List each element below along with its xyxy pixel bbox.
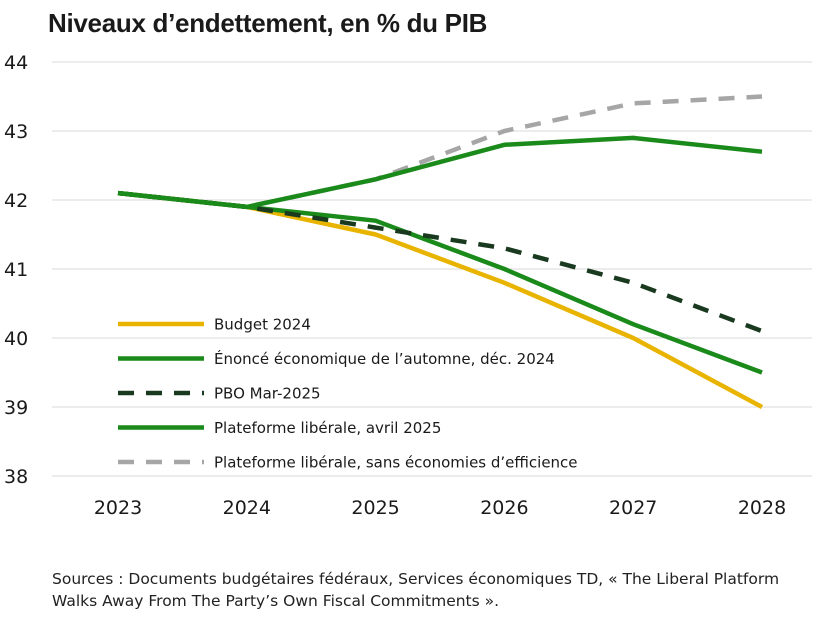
y-tick-label: 44 [4, 52, 28, 74]
series-line [117, 190, 763, 375]
gridlines [52, 61, 812, 477]
series-line [117, 135, 763, 210]
legend-label: Plateforme libérale, avril 2025 [214, 419, 441, 437]
x-tick-label: 2025 [351, 497, 399, 519]
y-tick-label: 40 [4, 328, 28, 350]
series-line [117, 94, 763, 210]
legend-label: Énoncé économique de l’automne, déc. 202… [214, 349, 555, 368]
legend-label: Budget 2024 [214, 316, 311, 334]
source-note: Sources : Documents budgétaires fédéraux… [52, 570, 780, 610]
legend: Budget 2024 Énoncé économique de l’automn… [118, 316, 578, 472]
x-tick-label: 2028 [738, 497, 786, 519]
series-line [117, 190, 764, 409]
y-tick-label: 39 [4, 397, 28, 419]
y-tick-label: 43 [4, 121, 28, 143]
series-lines [117, 94, 764, 409]
x-tick-label: 2024 [223, 497, 271, 519]
legend-label: PBO Mar-2025 [214, 385, 321, 403]
y-tick-label: 42 [4, 190, 28, 212]
series-line [117, 190, 763, 334]
legend-label: Plateforme libérale, sans économies d’ef… [214, 454, 578, 472]
x-axis-ticks: 2023 2024 2025 2026 2027 2028 [94, 497, 786, 519]
x-tick-label: 2023 [94, 497, 142, 519]
y-tick-label: 41 [4, 259, 28, 281]
x-tick-label: 2027 [609, 497, 657, 519]
x-tick-label: 2026 [480, 497, 528, 519]
chart-title: Niveaux d’endettement, en % du PIB [48, 8, 488, 38]
y-tick-label: 38 [4, 466, 28, 488]
y-axis-ticks: 38 39 40 41 42 43 44 [4, 52, 28, 488]
